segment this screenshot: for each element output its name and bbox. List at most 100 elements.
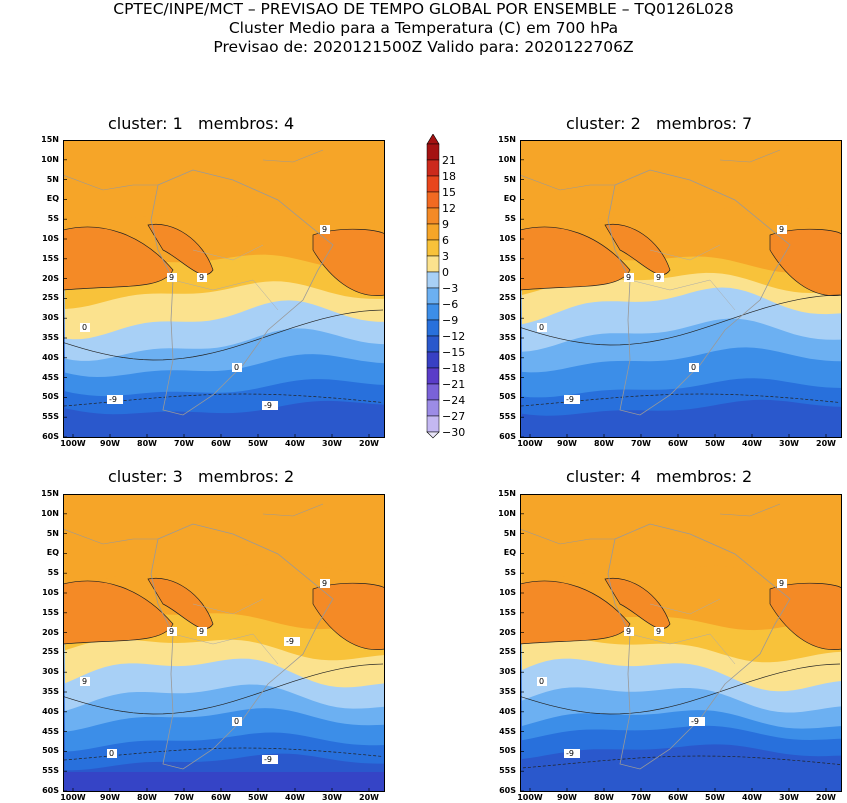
latitude-tick-label: 10S bbox=[42, 234, 59, 243]
latitude-tick-label: 45S bbox=[499, 726, 516, 736]
longitude-tick-label: 30W bbox=[779, 793, 799, 802]
contour-label: -9 bbox=[107, 395, 123, 404]
contour-label: -9 bbox=[564, 749, 580, 758]
svg-text:9: 9 bbox=[169, 627, 174, 636]
colorbar-swatch bbox=[426, 143, 440, 161]
longitude-tick-label: 90W bbox=[557, 793, 577, 802]
contour-label: 9 bbox=[777, 225, 787, 234]
contour-label: -9 bbox=[262, 401, 278, 410]
latitude-tick-label: 35S bbox=[499, 333, 516, 342]
longitude-tick-label: 40W bbox=[742, 793, 762, 802]
latitude-tick-label: 30S bbox=[42, 313, 59, 323]
colorbar-level-label: 12 bbox=[442, 202, 456, 215]
latitude-tick-label: 15N bbox=[41, 489, 59, 498]
warm-contour-region bbox=[147, 223, 214, 276]
colorbar-swatch bbox=[426, 319, 440, 337]
contour-label: 9 bbox=[167, 273, 177, 282]
latitude-tick-label: 35S bbox=[42, 687, 59, 696]
svg-text:0: 0 bbox=[539, 677, 544, 686]
panel-title: cluster: 1 membros: 4 bbox=[108, 114, 295, 133]
contour-label: 9 bbox=[777, 579, 787, 588]
warm-contour-region bbox=[604, 577, 671, 630]
longitude-tick-label: 60W bbox=[668, 439, 688, 448]
temperature-map: 9 9 9 0 0 -9 bbox=[520, 140, 842, 438]
contour-label: 0 bbox=[537, 677, 547, 686]
panel-title: cluster: 4 membros: 2 bbox=[566, 467, 753, 486]
latitude-tick-label: 5S bbox=[47, 214, 59, 224]
colorbar-swatch bbox=[426, 367, 440, 385]
contour-label: -9 bbox=[284, 637, 300, 646]
longitude-tick-label: 30W bbox=[322, 439, 342, 448]
svg-text:9: 9 bbox=[779, 579, 784, 588]
colorbar-swatch bbox=[426, 223, 440, 241]
figure-title-line-3: Previsao de: 2020121500Z Valido para: 20… bbox=[213, 38, 634, 56]
contour-label: 9 bbox=[624, 273, 634, 282]
colorbar-level-label: −24 bbox=[442, 394, 466, 407]
svg-text:9: 9 bbox=[626, 273, 631, 282]
longitude-tick-label: 70W bbox=[174, 793, 194, 802]
latitude-tick-label: 40S bbox=[42, 352, 59, 362]
map-panel-3: 9 9 9 9 0 0 -9 -9 bbox=[63, 494, 385, 792]
temperature-map: 9 9 9 0 0 -9 -9 bbox=[63, 140, 385, 438]
latitude-tick-label: 15S bbox=[499, 253, 516, 263]
latitude-tick-label: 25S bbox=[499, 647, 516, 657]
svg-text:-9: -9 bbox=[691, 717, 699, 726]
colorbar-swatch bbox=[426, 383, 440, 401]
colorbar-swatch bbox=[426, 159, 440, 177]
latitude-tick-label: 50S bbox=[42, 392, 59, 402]
colorbar-swatch bbox=[426, 351, 440, 369]
svg-text:9: 9 bbox=[199, 273, 204, 282]
longitude-tick-label: 50W bbox=[705, 793, 725, 802]
colorbar-swatch bbox=[426, 303, 440, 321]
latitude-tick-label: 25S bbox=[499, 293, 516, 303]
latitude-tick-label: 5N bbox=[46, 174, 59, 184]
contour-label: 0 bbox=[232, 717, 242, 726]
latitude-tick-label: 5N bbox=[503, 528, 516, 538]
colorbar-level-label: 0 bbox=[442, 266, 449, 279]
colorbar-level-label: 15 bbox=[442, 186, 456, 199]
latitude-tick-label: 10S bbox=[499, 234, 516, 243]
latitude-tick-label: 10N bbox=[41, 508, 59, 518]
latitude-tick-label: 50S bbox=[499, 392, 516, 402]
panel-title: cluster: 2 membros: 7 bbox=[566, 114, 753, 133]
colorbar-level-label: −30 bbox=[442, 426, 466, 439]
svg-text:-9: -9 bbox=[286, 637, 294, 646]
svg-text:-9: -9 bbox=[109, 395, 117, 404]
longitude-tick-label: 70W bbox=[631, 439, 651, 448]
longitude-tick-label: 30W bbox=[779, 439, 799, 448]
temperature-map: 9 9 9 9 0 0 -9 -9 bbox=[63, 494, 385, 792]
latitude-tick-label: EQ bbox=[46, 548, 59, 558]
svg-text:9: 9 bbox=[169, 273, 174, 282]
latitude-tick-label: 35S bbox=[499, 687, 516, 696]
latitude-tick-label: 15S bbox=[42, 253, 59, 263]
longitude-tick-label: 90W bbox=[557, 439, 577, 448]
contour-label: 9 bbox=[197, 273, 207, 282]
colorbar-swatch bbox=[426, 191, 440, 209]
latitude-tick-label: 10S bbox=[42, 588, 59, 597]
map-panel-4: 9 9 9 0 -9 -9 bbox=[520, 494, 842, 792]
latitude-tick-label: 45S bbox=[42, 372, 59, 382]
temperature-map: 9 9 9 0 -9 -9 bbox=[520, 494, 842, 792]
latitude-tick-label: 20S bbox=[42, 627, 59, 637]
contour-label: 0 bbox=[232, 363, 242, 372]
latitude-tick-label: 40S bbox=[42, 706, 59, 716]
contour-label: 9 bbox=[320, 579, 330, 588]
longitude-tick-label: 90W bbox=[100, 793, 120, 802]
longitude-tick-label: 50W bbox=[248, 793, 268, 802]
svg-text:-9: -9 bbox=[264, 401, 272, 410]
longitude-tick-label: 70W bbox=[631, 793, 651, 802]
latitude-tick-label: 60S bbox=[42, 786, 59, 795]
contour-label: 0 bbox=[537, 323, 547, 332]
warm-contour-region bbox=[147, 577, 214, 630]
latitude-tick-label: 50S bbox=[499, 746, 516, 756]
longitude-tick-label: 40W bbox=[285, 793, 305, 802]
latitude-tick-label: 10N bbox=[41, 154, 59, 164]
contour-label: 0 bbox=[689, 363, 699, 372]
longitude-tick-label: 80W bbox=[594, 439, 614, 448]
colorbar-swatch bbox=[426, 415, 440, 433]
map-panel-2: 9 9 9 0 0 -9 bbox=[520, 140, 842, 438]
colorbar-swatch bbox=[426, 399, 440, 417]
colorbar-level-label: −15 bbox=[442, 346, 466, 359]
longitude-tick-label: 90W bbox=[100, 439, 120, 448]
longitude-tick-label: 60W bbox=[668, 793, 688, 802]
